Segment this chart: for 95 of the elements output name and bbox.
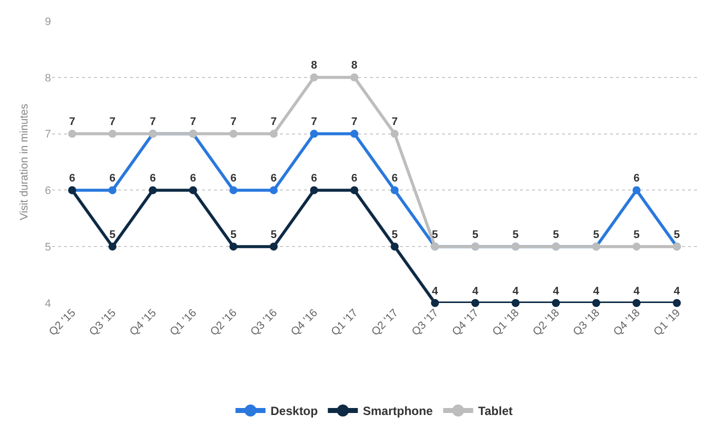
x-tick-label: Q2 '18 [530, 307, 562, 338]
data-label: 4 [633, 285, 640, 298]
x-tick-label: Q2 '16 [208, 307, 240, 338]
point [512, 299, 520, 307]
point [229, 130, 238, 138]
point [229, 242, 238, 251]
data-label: 5 [633, 228, 640, 241]
point [108, 130, 116, 138]
point [148, 186, 157, 194]
x-tick-label: Q4 '18 [611, 307, 643, 338]
x-tick-label: Q1 '16 [168, 307, 200, 338]
data-label: 4 [512, 285, 520, 298]
point [68, 130, 76, 138]
data-label: 4 [432, 285, 439, 298]
data-label: 6 [270, 172, 277, 184]
point [592, 299, 600, 307]
point [350, 130, 358, 138]
x-tick-label: Q4 '15 [128, 307, 159, 338]
x-tick-label: Q1 '17 [329, 307, 360, 338]
point [390, 186, 399, 194]
x-tick-label: Q1 '18 [490, 307, 522, 338]
y-tick-label: 8 [44, 72, 51, 84]
point [632, 299, 641, 307]
x-tick-label: Q2 '17 [370, 307, 401, 338]
data-label: 7 [150, 116, 156, 128]
point [108, 242, 116, 251]
y-tick-label: 7 [44, 128, 51, 141]
data-label: 6 [109, 172, 116, 184]
point [189, 186, 198, 194]
data-label: 7 [109, 116, 116, 128]
y-axis-title: Visit duration in minutes [18, 103, 31, 220]
data-label: 7 [351, 116, 358, 128]
data-label: 6 [351, 172, 358, 184]
data-label: 6 [633, 172, 640, 184]
x-tick-label: Q3 '16 [248, 307, 280, 338]
x-tick-label: Q3 '17 [410, 307, 441, 338]
data-label: 5 [674, 228, 680, 241]
data-label: 5 [593, 228, 600, 241]
data-label: 6 [190, 172, 196, 184]
data-label: 7 [392, 116, 398, 128]
x-tick-label: Q3 '15 [87, 307, 118, 338]
point [270, 130, 278, 138]
point [310, 73, 318, 82]
x-tick-label: Q4 '17 [450, 307, 482, 338]
point [632, 242, 641, 251]
data-label: 6 [150, 172, 156, 184]
point [350, 73, 358, 82]
legend-label: Tablet [478, 404, 513, 418]
point [310, 186, 318, 194]
data-label: 7 [270, 116, 277, 128]
point [270, 242, 278, 251]
data-label: 7 [190, 116, 196, 128]
data-label: 5 [270, 228, 277, 241]
data-label: 6 [392, 172, 398, 184]
data-label: 5 [552, 228, 559, 241]
legend-label: Smartphone [362, 404, 434, 418]
data-label: 7 [310, 116, 318, 128]
data-label: 6 [310, 172, 318, 184]
data-label: 4 [472, 285, 480, 298]
point [270, 186, 278, 194]
y-tick-label: 9 [44, 16, 51, 28]
data-label: 8 [310, 60, 318, 72]
data-label: 4 [593, 285, 600, 298]
x-tick-label: Q3 '18 [571, 307, 602, 338]
point [108, 186, 116, 194]
point [390, 242, 399, 251]
y-tick-label: 5 [44, 241, 51, 254]
data-label: 7 [230, 116, 236, 128]
legend-label: Desktop [270, 404, 318, 418]
data-label: 8 [351, 60, 358, 72]
data-label: 6 [69, 172, 76, 184]
data-label: 5 [230, 228, 236, 241]
data-label: 5 [109, 228, 116, 241]
data-label: 4 [552, 285, 560, 298]
data-label: 5 [432, 228, 438, 241]
data-label: 4 [674, 285, 681, 298]
y-tick-label: 4 [44, 298, 51, 310]
data-label: 5 [472, 228, 478, 241]
point [672, 299, 681, 307]
data-label: 5 [512, 228, 519, 241]
x-tick-label: Q1 '19 [652, 307, 683, 338]
point [350, 186, 358, 194]
point [390, 130, 399, 138]
point [430, 299, 439, 307]
x-tick-label: Q4 '16 [288, 307, 320, 338]
point [632, 186, 641, 194]
point [229, 186, 238, 194]
point [552, 299, 560, 307]
x-tick-label: Q2 '15 [47, 307, 78, 338]
point [471, 299, 480, 307]
data-label: 5 [392, 228, 398, 241]
y-tick-label: 6 [44, 185, 51, 198]
data-label: 6 [230, 172, 236, 184]
point [310, 130, 318, 138]
data-label: 7 [69, 116, 76, 128]
